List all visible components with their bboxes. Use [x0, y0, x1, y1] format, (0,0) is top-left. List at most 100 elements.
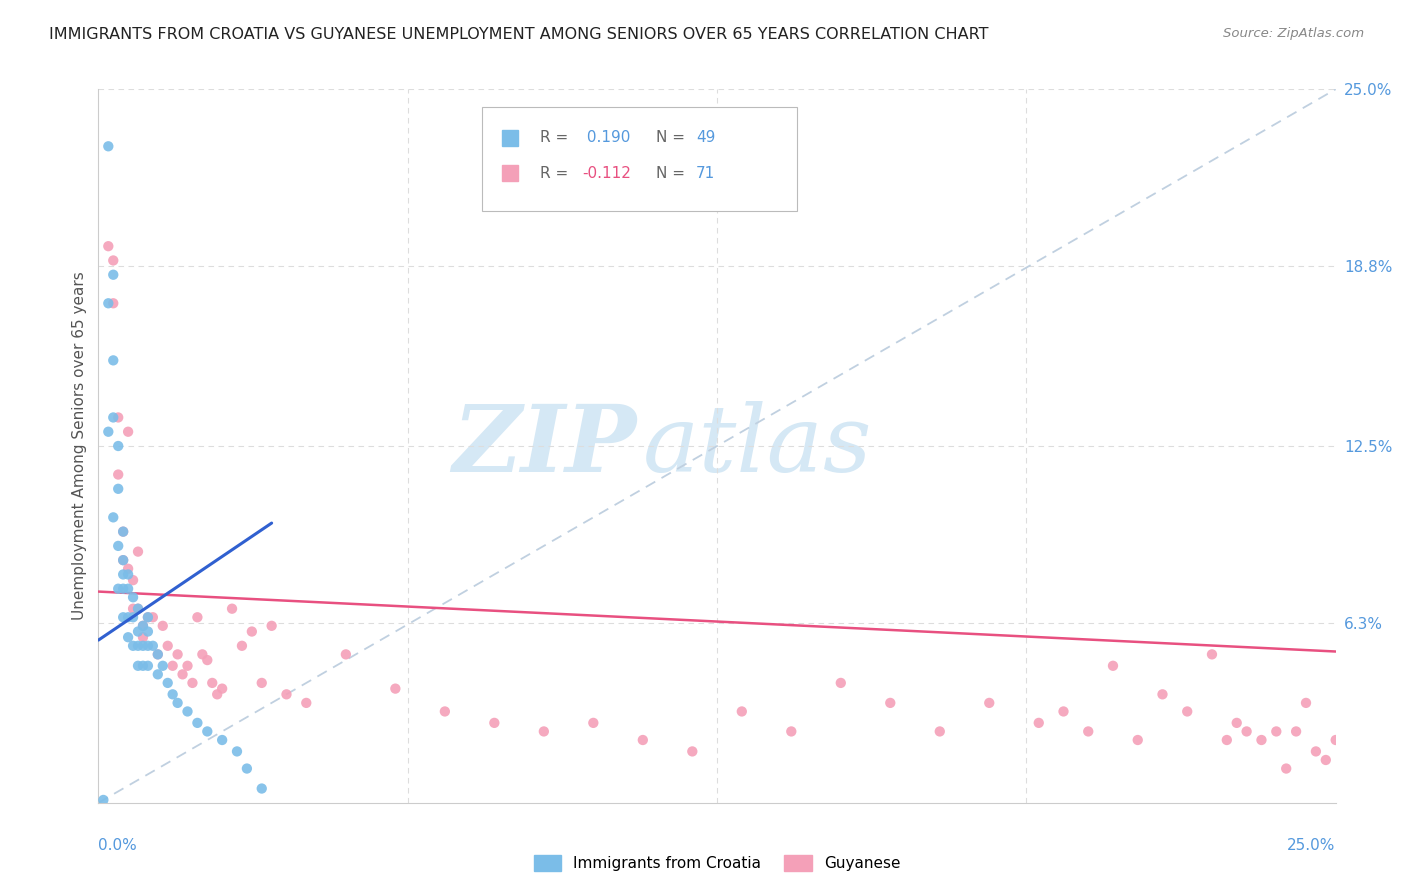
Point — [97, 239, 120, 253]
Point — [1295, 696, 1317, 710]
Point — [879, 696, 901, 710]
Point — [260, 619, 283, 633]
Point — [122, 591, 145, 605]
Point — [132, 658, 155, 673]
Point — [112, 567, 135, 582]
Point — [112, 553, 135, 567]
Point — [1226, 715, 1249, 730]
Point — [107, 482, 129, 496]
Point — [226, 744, 249, 758]
Point — [146, 648, 169, 662]
Point — [211, 733, 233, 747]
Point — [127, 658, 149, 673]
Text: 0.190: 0.190 — [582, 130, 630, 145]
Point — [136, 639, 159, 653]
Point — [176, 705, 198, 719]
Point — [127, 624, 149, 639]
Point — [136, 624, 159, 639]
Point — [211, 681, 233, 696]
Text: R =: R = — [540, 166, 574, 181]
Point — [1315, 753, 1337, 767]
Legend: Immigrants from Croatia, Guyanese: Immigrants from Croatia, Guyanese — [527, 849, 907, 877]
Point — [231, 639, 253, 653]
Point — [631, 733, 654, 747]
Point — [1028, 715, 1050, 730]
Point — [112, 553, 135, 567]
Point — [384, 681, 406, 696]
Point — [97, 296, 120, 310]
Point — [112, 610, 135, 624]
Point — [132, 619, 155, 633]
Point — [107, 467, 129, 482]
Point — [132, 630, 155, 644]
Point — [103, 353, 125, 368]
Point — [156, 676, 179, 690]
Text: Source: ZipAtlas.com: Source: ZipAtlas.com — [1223, 27, 1364, 40]
Point — [127, 544, 149, 558]
Point — [780, 724, 803, 739]
Point — [1216, 733, 1239, 747]
Point — [830, 676, 852, 690]
Point — [107, 539, 129, 553]
Point — [152, 658, 174, 673]
Point — [132, 619, 155, 633]
Point — [152, 619, 174, 633]
Point — [103, 253, 125, 268]
Point — [117, 582, 139, 596]
Point — [236, 762, 259, 776]
Point — [533, 724, 555, 739]
Point — [928, 724, 950, 739]
Point — [582, 715, 605, 730]
Point — [103, 410, 125, 425]
Point — [136, 610, 159, 624]
Point — [1285, 724, 1308, 739]
Point — [1201, 648, 1223, 662]
Text: N =: N = — [657, 166, 690, 181]
Text: atlas: atlas — [643, 401, 872, 491]
Point — [1305, 744, 1327, 758]
Point — [107, 582, 129, 596]
Point — [186, 715, 208, 730]
Point — [103, 510, 125, 524]
Point — [156, 639, 179, 653]
Point — [1152, 687, 1174, 701]
Point — [191, 648, 214, 662]
Point — [276, 687, 298, 701]
Text: 71: 71 — [696, 166, 716, 181]
Text: 49: 49 — [696, 130, 716, 145]
Point — [103, 268, 125, 282]
Point — [172, 667, 194, 681]
Point — [122, 573, 145, 587]
Point — [127, 639, 149, 653]
Point — [484, 715, 506, 730]
Point — [117, 630, 139, 644]
Point — [127, 601, 149, 615]
Point — [162, 658, 184, 673]
Point — [122, 601, 145, 615]
Point — [117, 567, 139, 582]
Point — [195, 653, 218, 667]
Point — [1102, 658, 1125, 673]
Point — [166, 696, 188, 710]
Point — [979, 696, 1001, 710]
Point — [335, 648, 357, 662]
Point — [136, 658, 159, 673]
Point — [97, 139, 120, 153]
Point — [117, 610, 139, 624]
Point — [221, 601, 243, 615]
Text: ZIP: ZIP — [453, 401, 637, 491]
Point — [201, 676, 224, 690]
Text: IMMIGRANTS FROM CROATIA VS GUYANESE UNEMPLOYMENT AMONG SENIORS OVER 65 YEARS COR: IMMIGRANTS FROM CROATIA VS GUYANESE UNEM… — [49, 27, 988, 42]
Point — [117, 562, 139, 576]
Point — [1236, 724, 1258, 739]
Point — [1265, 724, 1288, 739]
Point — [132, 639, 155, 653]
Text: N =: N = — [657, 130, 690, 145]
Point — [146, 648, 169, 662]
Point — [97, 425, 120, 439]
Text: 0.0%: 0.0% — [98, 838, 138, 854]
Text: R =: R = — [540, 130, 574, 145]
Point — [433, 705, 456, 719]
Point — [1077, 724, 1099, 739]
Point — [1275, 762, 1298, 776]
